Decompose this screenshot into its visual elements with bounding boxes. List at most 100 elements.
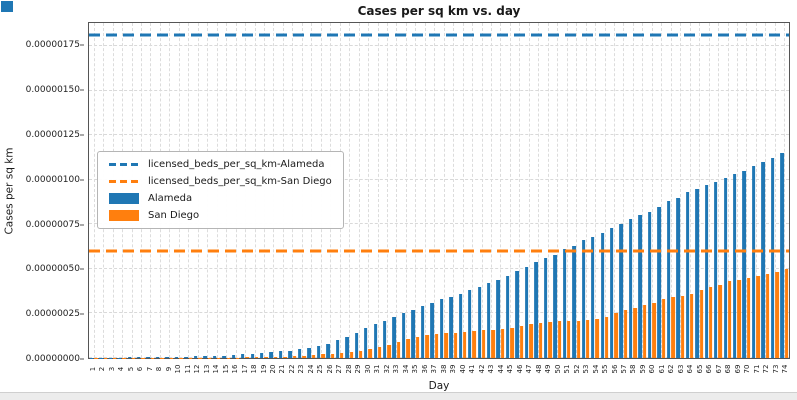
y-tick-mark [80, 224, 84, 226]
bar-alameda [383, 320, 387, 358]
legend-label: San Diego [148, 210, 200, 221]
bar-san-diego [510, 327, 514, 358]
day-slot [430, 23, 439, 358]
x-gridline [547, 23, 549, 358]
y-tick-label: 0.00000025 [25, 309, 80, 320]
x-tick-label: 66 [705, 364, 714, 374]
bar-pair [165, 23, 174, 358]
bar-alameda [534, 261, 538, 358]
y-tick-label: 0.00000150 [25, 85, 80, 96]
bar-san-diego [538, 323, 543, 358]
bar-pair [506, 23, 514, 358]
day-slot [723, 23, 732, 358]
day-slot [534, 23, 543, 358]
x-tick-label: 65 [695, 364, 704, 374]
day-slot [638, 23, 647, 358]
x-gridline [613, 23, 615, 358]
x-gridline [623, 23, 625, 358]
x-tick-label: 13 [202, 364, 211, 374]
x-gridline [453, 23, 455, 358]
bar-alameda [638, 215, 642, 358]
bar-alameda [439, 299, 444, 358]
bar-alameda [676, 197, 680, 358]
x-tick-label: 67 [714, 364, 723, 374]
bar-san-diego [775, 272, 779, 358]
day-slot [713, 23, 722, 358]
x-gridline [557, 23, 559, 358]
bar-san-diego [311, 355, 316, 358]
bar-alameda [581, 240, 586, 358]
bar-alameda [553, 254, 557, 358]
x-gridline [765, 23, 767, 358]
legend-label: licensed_beds_per_sq_km-San Diego [148, 176, 332, 187]
bar-san-diego [671, 297, 675, 358]
bar-san-diego [283, 356, 287, 358]
day-slot [590, 23, 599, 358]
bar-alameda [657, 206, 661, 358]
bar-san-diego [453, 333, 458, 358]
day-slot [628, 23, 637, 358]
bar-san-diego [434, 333, 439, 358]
x-gridline [472, 23, 474, 358]
bar-san-diego [425, 334, 429, 358]
x-gridline [774, 23, 776, 358]
bar-san-diego [472, 331, 476, 358]
bar-san-diego [387, 344, 391, 358]
bar-pair [600, 23, 609, 358]
x-gridline [661, 23, 663, 358]
x-tick-label: 62 [667, 364, 676, 374]
y-tick-label: 0.00000000 [25, 354, 80, 364]
x-gridline [386, 23, 388, 358]
x-gridline [93, 23, 95, 358]
bar-san-diego [595, 318, 599, 358]
x-tick-label: 51 [563, 364, 572, 374]
bar-alameda [401, 313, 406, 358]
day-slot [486, 23, 495, 358]
bar-san-diego [784, 268, 789, 358]
day-slot [411, 23, 420, 358]
bar-alameda [203, 356, 207, 358]
x-tick-label: 15 [221, 364, 230, 374]
bar-alameda [316, 346, 321, 358]
bar-alameda [146, 357, 150, 358]
day-slot [685, 23, 694, 358]
x-tick-label: 28 [344, 364, 353, 374]
bar-pair [770, 23, 779, 358]
bar-alameda [591, 236, 595, 358]
bar-san-diego [378, 347, 382, 358]
bar-alameda [354, 333, 359, 358]
bar-alameda [610, 227, 614, 358]
bar-pair [383, 23, 391, 358]
bar-san-diego [642, 304, 647, 358]
bar-san-diego [302, 355, 306, 358]
bar-pair [676, 23, 685, 358]
bar-pair [241, 23, 249, 358]
day-slot [515, 23, 524, 358]
day-slot [553, 23, 562, 358]
bar-san-diego [396, 341, 401, 358]
y-gridline [89, 267, 789, 269]
bar-alameda [411, 309, 415, 358]
day-slot [600, 23, 609, 358]
bar-alameda [704, 185, 709, 358]
x-tick-label: 50 [553, 364, 562, 374]
x-tick-label: 36 [420, 364, 429, 374]
x-tick-label: 61 [657, 364, 666, 374]
bar-alameda [373, 324, 377, 358]
x-gridline [585, 23, 587, 358]
x-gridline [443, 23, 445, 358]
bar-pair [354, 23, 363, 358]
x-tick-label: 53 [582, 364, 591, 374]
bar-pair [638, 23, 647, 358]
bar-pair [316, 23, 325, 358]
x-gridline [509, 23, 511, 358]
bar-san-diego [614, 313, 618, 358]
bar-san-diego [623, 309, 628, 358]
bar-san-diego [273, 356, 278, 358]
legend-label: licensed_beds_per_sq_km-Alameda [148, 159, 325, 170]
x-tick-label: 48 [534, 364, 543, 374]
y-tick-mark [80, 179, 84, 181]
day-slot [477, 23, 486, 358]
x-tick-label: 49 [544, 364, 553, 374]
bar-alameda [619, 224, 623, 358]
